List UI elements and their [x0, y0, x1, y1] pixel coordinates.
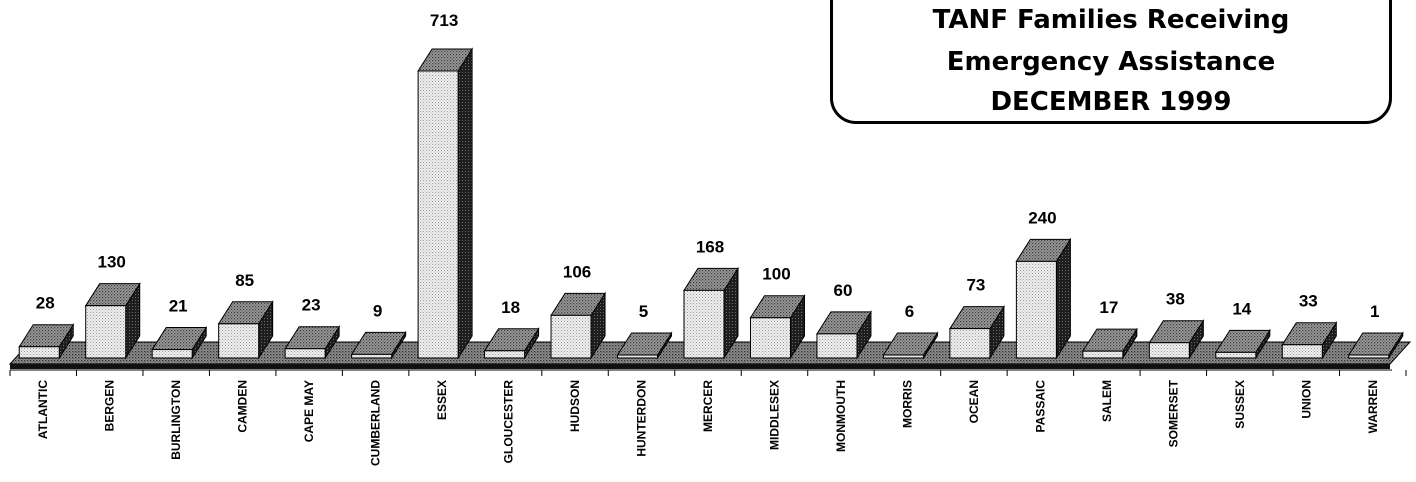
- data-label: 130: [98, 253, 126, 272]
- bar: [84, 281, 141, 360]
- bar-front: [550, 314, 592, 359]
- floor-edge: [10, 364, 1390, 369]
- data-label: 713: [430, 11, 458, 30]
- data-label: 73: [966, 276, 985, 295]
- category-label: MERCER: [701, 380, 715, 432]
- category-label: HUNTERDON: [635, 380, 649, 457]
- category-label: ESSEX: [435, 380, 449, 420]
- data-label: 18: [501, 298, 520, 317]
- bar: [350, 330, 407, 360]
- bar: [1347, 331, 1404, 360]
- data-label: 21: [169, 297, 188, 316]
- category-label: SOMERSET: [1166, 379, 1180, 447]
- bar-front: [18, 346, 60, 359]
- bar: [417, 47, 474, 360]
- category-label: WARREN: [1366, 380, 1380, 433]
- bar-front: [1015, 260, 1057, 359]
- bar-front: [351, 353, 393, 359]
- data-label: 17: [1099, 298, 1118, 317]
- category-label: BERGEN: [103, 380, 117, 431]
- data-label: 23: [302, 296, 321, 315]
- bar-front: [218, 323, 260, 359]
- category-label: HUDSON: [568, 380, 582, 432]
- data-label: 14: [1232, 299, 1251, 318]
- bar: [882, 331, 939, 360]
- category-label: MORRIS: [900, 380, 914, 428]
- category-labels: ATLANTIC BERGEN BURLINGTON CAMDEN CAPE MAY CU…: [36, 379, 1380, 466]
- bar: [683, 266, 739, 360]
- data-label: 33: [1299, 292, 1318, 311]
- chart-title-box: TANF Families Receiving Emergency Assist…: [830, 0, 1392, 124]
- bar-front: [417, 70, 459, 359]
- x-axis: [9, 369, 1407, 376]
- bar: [151, 325, 208, 360]
- category-label: CUMBERLAND: [369, 380, 383, 466]
- bar: [217, 300, 274, 360]
- bar-front: [85, 305, 127, 359]
- category-label: ATLANTIC: [36, 380, 50, 439]
- bar: [550, 291, 606, 360]
- chart-title-line-2: Emergency Assistance: [946, 47, 1276, 77]
- bar-front: [617, 354, 659, 359]
- bar-front: [882, 354, 924, 359]
- data-label: 28: [36, 294, 55, 313]
- data-label: 9: [373, 301, 382, 320]
- bar-front: [1082, 350, 1124, 359]
- data-label: 60: [833, 281, 852, 300]
- bar: [1081, 327, 1138, 360]
- category-label: SUSSEX: [1233, 380, 1247, 429]
- bar: [1015, 237, 1072, 360]
- bar: [18, 323, 75, 360]
- category-label: MIDDLESEX: [767, 380, 781, 450]
- data-label: 5: [639, 302, 648, 321]
- bar-front: [284, 348, 326, 359]
- bar-side: [457, 47, 473, 360]
- category-label: PASSAIC: [1033, 380, 1047, 433]
- chart-title-line-1: TANF Families Receiving: [932, 5, 1290, 35]
- bar-front: [1215, 351, 1257, 359]
- category-label: SALEM: [1100, 380, 1114, 422]
- bar: [284, 325, 341, 360]
- bar: [483, 327, 540, 360]
- bar-front: [683, 289, 725, 359]
- data-label: 168: [696, 237, 724, 256]
- bar-front: [1348, 354, 1390, 359]
- bar-front: [749, 317, 791, 359]
- data-labels: 28 130 21 85 23 9 713 18 106 5 168 100 60 6 73 240 17 38 1…: [36, 11, 1380, 321]
- chart-title-line-3: DECEMBER 1999: [990, 87, 1232, 117]
- bar-front: [151, 349, 193, 359]
- data-label: 106: [563, 262, 591, 281]
- category-label: UNION: [1299, 380, 1313, 419]
- bars: [18, 47, 1404, 360]
- data-label: 240: [1028, 208, 1056, 227]
- bar-front: [816, 333, 858, 359]
- data-label: 1: [1370, 302, 1379, 321]
- category-label: BURLINGTON: [169, 380, 183, 460]
- bar: [749, 294, 806, 360]
- category-label: CAMDEN: [236, 380, 250, 433]
- bar-front: [949, 328, 991, 359]
- data-label: 85: [235, 271, 254, 290]
- bar: [616, 331, 673, 360]
- bar-front: [1281, 344, 1323, 359]
- bar-front: [1148, 342, 1190, 359]
- bar: [1214, 328, 1271, 360]
- category-label: CAPE MAY: [302, 380, 316, 442]
- category-label: OCEAN: [967, 380, 981, 423]
- data-label: 100: [762, 265, 790, 284]
- bar-front: [484, 350, 526, 359]
- bar: [948, 304, 1005, 360]
- bar: [1148, 318, 1205, 360]
- data-label: 38: [1166, 290, 1185, 309]
- category-label: MONMOUTH: [834, 380, 848, 452]
- bar: [1281, 320, 1338, 360]
- bar: [816, 310, 872, 360]
- category-label: GLOUCESTER: [502, 380, 516, 464]
- data-label: 6: [905, 302, 914, 321]
